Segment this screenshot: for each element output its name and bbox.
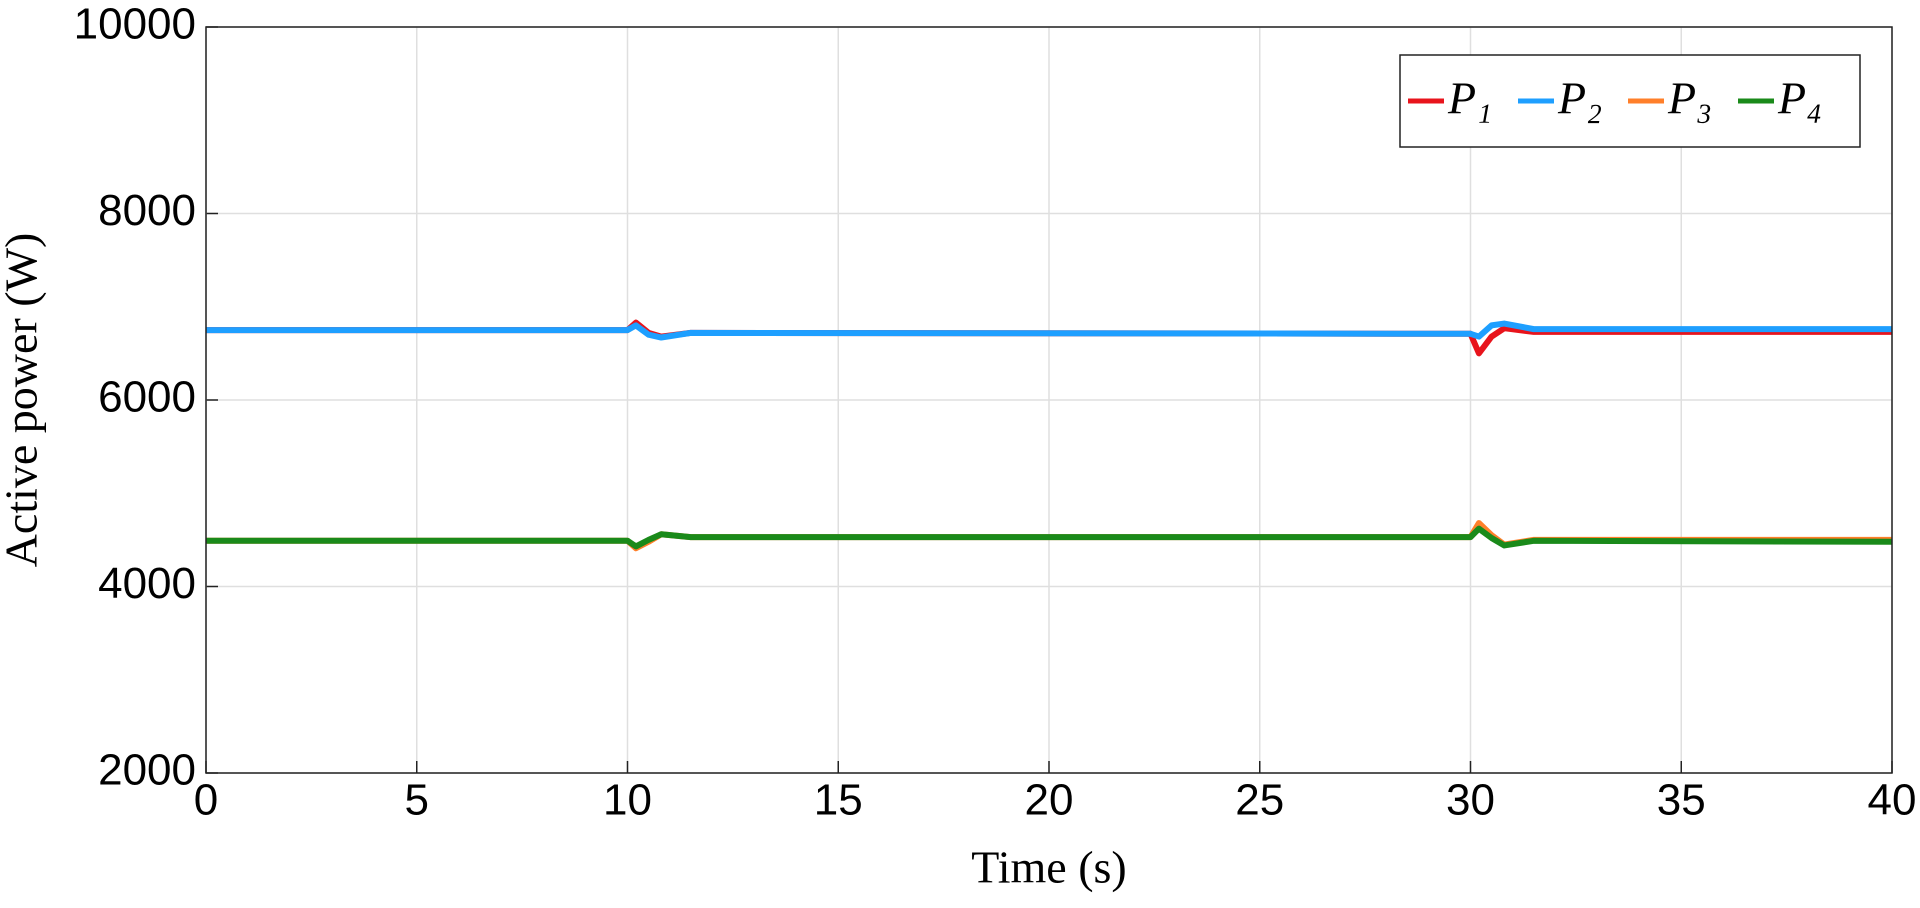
y-tick-label: 8000: [98, 186, 196, 235]
legend-label: P₂: [1557, 73, 1602, 124]
x-tick-label: 0: [194, 776, 218, 825]
y-tick-label: 4000: [98, 559, 196, 608]
x-tick-label: 15: [814, 776, 863, 825]
plot-frame: [205, 26, 1893, 774]
y-tick-label: 6000: [98, 373, 196, 422]
x-tick-label: 40: [1868, 776, 1917, 825]
legend: P₁ P₂ P₃ P₄: [1399, 54, 1861, 148]
x-tick-label: 10: [603, 776, 652, 825]
legend-label: P₄: [1777, 73, 1822, 124]
x-tick-label: 20: [1025, 776, 1074, 825]
legend-label: P₃: [1667, 73, 1712, 124]
y-tick-label: 2000: [98, 746, 196, 795]
x-tick-label: 25: [1235, 776, 1284, 825]
series-line: [206, 320, 1892, 341]
legend-label: P₁: [1447, 73, 1492, 124]
x-tick-label: 35: [1657, 776, 1706, 825]
x-tick-label: 5: [405, 776, 429, 825]
x-tick-label: 30: [1446, 776, 1495, 825]
series-line: [206, 525, 1893, 550]
y-axis-label: Active power (W): [0, 233, 47, 568]
y-tick-label: 10000: [74, 0, 196, 49]
x-axis-label: Time (s): [971, 842, 1127, 893]
